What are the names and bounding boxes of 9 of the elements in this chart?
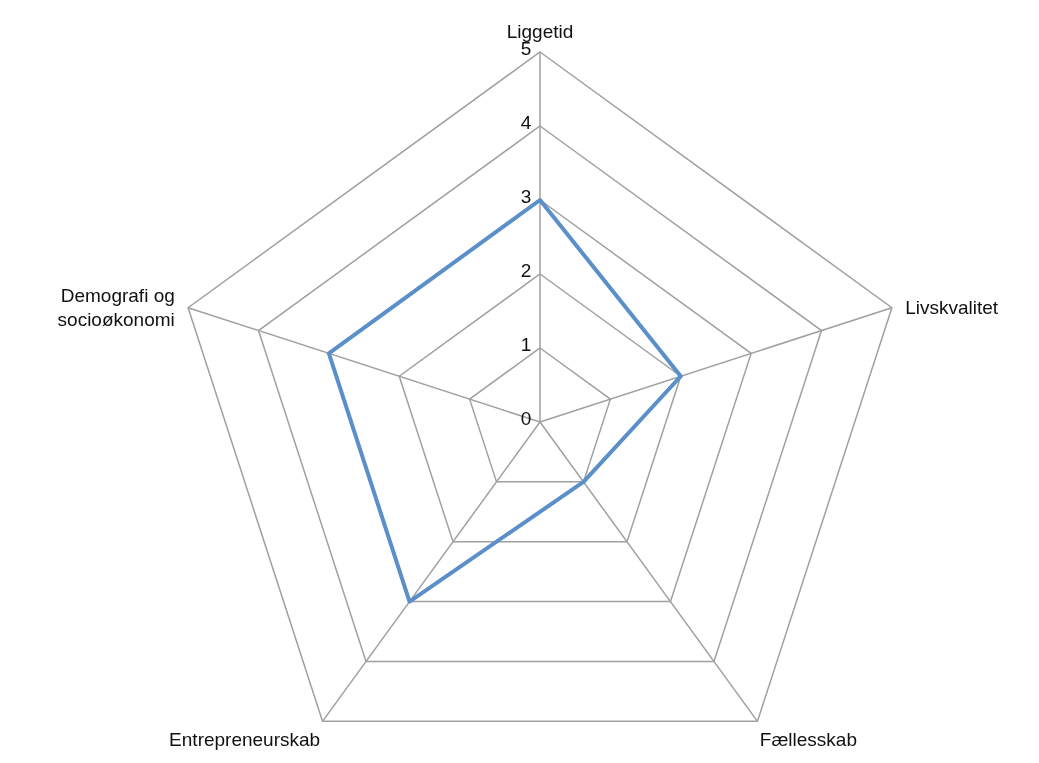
spoke-label: Livskvalitet [905,296,999,318]
y-tick-label: 1 [520,334,532,355]
spoke-label: Demografi og socioøkonomi [57,284,175,330]
spoke-label: Entrepreneurskab [169,729,321,751]
y-tick-label: 0 [520,408,532,429]
y-tick-label: 2 [520,260,532,281]
y-tick-label: 3 [520,186,532,207]
spoke-label: Fællesskab [759,729,857,751]
y-tick-label: 4 [520,112,532,133]
